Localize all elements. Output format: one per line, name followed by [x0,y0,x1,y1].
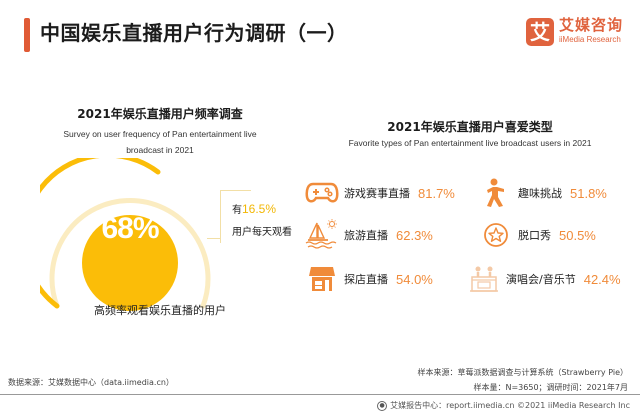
frequency-gauge [40,158,211,311]
favorite-item-store-visit: 探店直播 54.0% [304,266,433,292]
subtitle-line-2: broadcast in 2021 [126,145,194,155]
favorite-item-gaming: 游戏赛事直播 81.7% [304,180,455,206]
storefront-icon [304,264,340,294]
item-value: 62.3% [396,227,433,243]
item-label: 探店直播 [344,273,388,286]
item-label: 趣味挑战 [518,187,562,200]
callout-suffix: 用户每天观看 [232,227,292,238]
item-value: 81.7% [418,185,455,201]
logo-mark-icon: 艾 [526,18,554,46]
callout-tick [207,238,220,239]
subtitle-line-1: Survey on user frequency of Pan entertai… [63,129,257,139]
daily-callout: 有16.5% 用户每天观看 [232,198,292,244]
sailboat-icon [304,219,340,250]
concert-stage-icon [466,264,502,294]
sample-source: 样本来源：草莓派数据调查与计算系统（Strawberry Pie） [417,368,628,377]
footer-divider [0,394,640,395]
logo-en-text: iiMedia Research [559,35,621,44]
frequency-chart-title: 2021年娱乐直播用户频率调查 [77,107,243,121]
favorite-item-concert: 演唱会/音乐节 42.4% [466,266,621,292]
item-label: 演唱会/音乐节 [506,273,576,286]
star-circle-icon [478,220,514,250]
item-label: 旅游直播 [344,229,388,242]
favorite-types-title: 2021年娱乐直播用户喜爱类型 [387,120,553,134]
item-value: 50.5% [559,227,596,243]
favorite-item-travel: 旅游直播 62.3% [304,219,433,250]
center-percentage: 68% [101,212,159,245]
running-person-icon [478,178,514,208]
gamepad-icon [304,178,340,208]
page-title: 中国娱乐直播用户行为调研（一） [40,21,348,45]
callout-connector [220,190,251,243]
favorite-item-challenge: 趣味挑战 51.8% [478,178,607,208]
globe-icon: ● [377,400,388,411]
item-value: 54.0% [396,271,433,287]
sample-info: 样本量：N=3650；调研时间：2021年7月 [473,383,629,392]
item-label: 游戏赛事直播 [344,187,410,200]
item-value: 51.8% [570,185,607,201]
callout-prefix: 有 [232,205,242,216]
gauge-caption: 高频率观看娱乐直播的用户 [94,304,226,317]
callout-value: 16.5% [242,202,277,216]
favorite-item-talkshow: 脱口秀 50.5% [478,222,596,248]
frequency-chart-subtitle: Survey on user frequency of Pan entertai… [20,126,300,158]
title-accent-bar [24,18,30,52]
report-center-footer: ● 艾媒报告中心：report.iimedia.cn ©2021 iiMedia… [377,400,630,411]
item-value: 42.4% [583,271,621,287]
report-center-text: 艾媒报告中心：report.iimedia.cn ©2021 iiMedia R… [390,401,630,410]
logo-cn-text: 艾媒咨询 [559,16,624,34]
item-label: 脱口秀 [518,229,551,242]
favorite-types-subtitle: Favorite types of Pan entertainment live… [348,138,592,148]
data-source: 数据来源：艾媒数据中心（data.iimedia.cn） [8,378,174,387]
logo: 艾 艾媒咨询 iiMedia Research [526,16,630,48]
